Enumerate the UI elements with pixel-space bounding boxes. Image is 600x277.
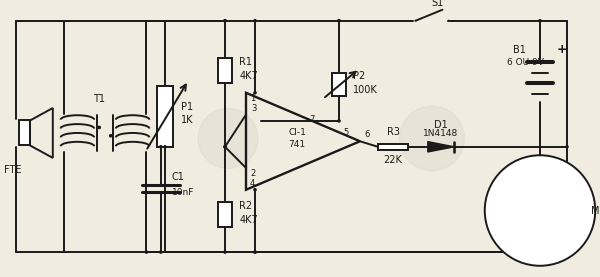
- Circle shape: [98, 126, 100, 129]
- Circle shape: [254, 189, 256, 191]
- Circle shape: [224, 146, 226, 148]
- Bar: [218, 202, 232, 227]
- Text: 1K: 1K: [181, 116, 193, 125]
- Bar: [218, 58, 232, 83]
- Bar: [157, 86, 173, 147]
- Circle shape: [485, 155, 595, 266]
- Text: C1: C1: [172, 172, 184, 182]
- Circle shape: [224, 20, 226, 22]
- Circle shape: [338, 120, 340, 122]
- Circle shape: [160, 251, 162, 253]
- Text: 2: 2: [251, 169, 256, 178]
- Text: 4K7: 4K7: [239, 215, 258, 225]
- Text: T1: T1: [93, 94, 105, 104]
- Text: B1: B1: [513, 45, 526, 55]
- Circle shape: [164, 146, 166, 148]
- Text: 4: 4: [250, 179, 255, 188]
- Text: 741: 741: [289, 140, 305, 148]
- Text: +: +: [557, 43, 568, 56]
- Circle shape: [110, 135, 112, 137]
- Circle shape: [400, 106, 464, 171]
- Circle shape: [224, 146, 226, 148]
- Text: 7: 7: [309, 115, 314, 124]
- Text: D1: D1: [434, 120, 448, 130]
- Text: 6: 6: [365, 130, 370, 139]
- Text: 100K: 100K: [353, 85, 378, 95]
- Text: M1: M1: [591, 206, 600, 216]
- Circle shape: [145, 251, 148, 253]
- Text: R3: R3: [386, 127, 400, 137]
- Text: P2: P2: [353, 71, 365, 81]
- Circle shape: [224, 251, 226, 253]
- Text: 22K: 22K: [383, 155, 403, 165]
- Circle shape: [254, 92, 256, 94]
- Text: 1: 1: [250, 94, 255, 103]
- Text: P1: P1: [181, 102, 193, 112]
- Circle shape: [198, 109, 258, 168]
- Circle shape: [338, 20, 340, 22]
- Circle shape: [566, 146, 568, 148]
- Circle shape: [338, 20, 340, 22]
- Text: R2: R2: [239, 201, 253, 211]
- Text: 4K7: 4K7: [239, 71, 258, 81]
- Circle shape: [254, 20, 256, 22]
- Text: 1N4148: 1N4148: [424, 129, 458, 138]
- Circle shape: [254, 251, 256, 253]
- Text: 3: 3: [251, 104, 256, 113]
- Text: 6 OU 9V: 6 OU 9V: [507, 58, 544, 67]
- Bar: [19, 120, 30, 145]
- Circle shape: [254, 251, 256, 253]
- Text: R1: R1: [239, 57, 253, 67]
- Text: S1: S1: [432, 0, 444, 8]
- Bar: [332, 73, 346, 96]
- Bar: [378, 144, 408, 150]
- Polygon shape: [428, 142, 454, 152]
- Text: 10nF: 10nF: [172, 188, 194, 197]
- Circle shape: [160, 146, 162, 148]
- Text: FTE: FTE: [4, 165, 22, 175]
- Circle shape: [539, 20, 541, 22]
- Circle shape: [224, 20, 226, 22]
- Text: 5: 5: [343, 129, 348, 137]
- Text: CI-1: CI-1: [288, 129, 306, 137]
